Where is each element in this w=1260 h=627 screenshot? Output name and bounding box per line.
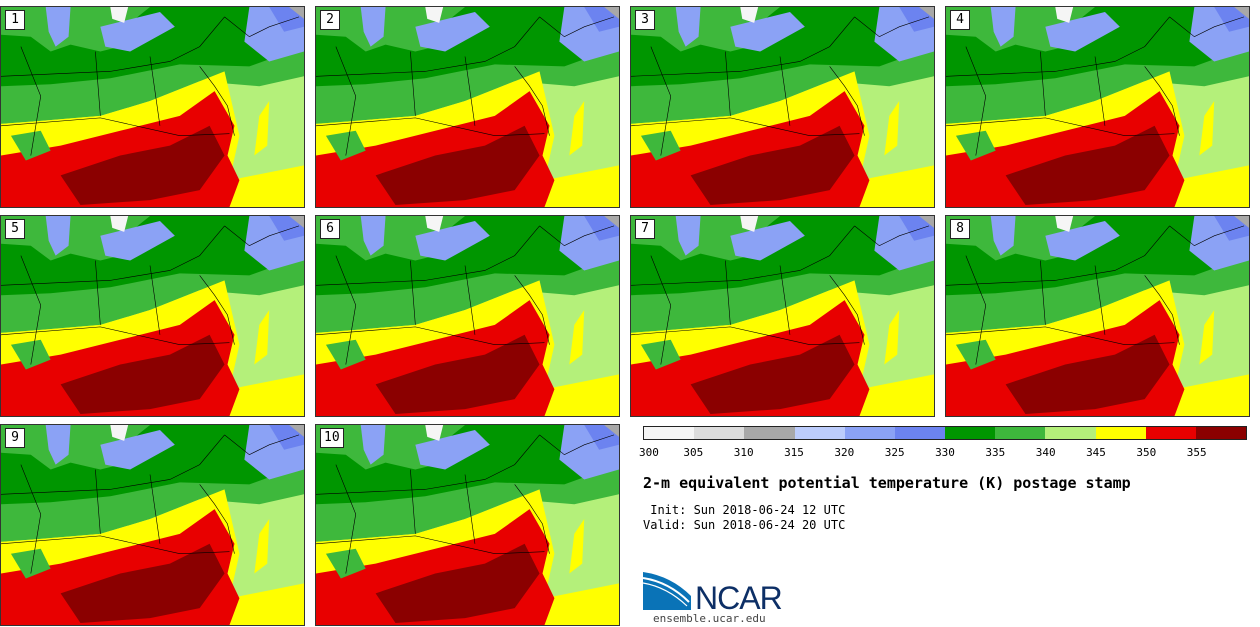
colorbar-tick: 350 xyxy=(1136,446,1157,459)
member-number: 5 xyxy=(5,219,25,239)
map-field xyxy=(1,216,304,416)
colorbar-segment-8 xyxy=(1045,427,1096,439)
colorbar-segment-0 xyxy=(644,427,695,439)
colorbar-tick: 305 xyxy=(683,446,704,459)
member-number: 3 xyxy=(635,10,655,30)
postage-stamp-10: 10 xyxy=(315,424,620,626)
colorbar-segment-10 xyxy=(1145,427,1196,439)
postage-stamp-3: 3 xyxy=(630,6,935,208)
colorbar-tick: 325 xyxy=(884,446,905,459)
member-number: 6 xyxy=(320,219,340,239)
colorbar-tick: 340 xyxy=(1035,446,1056,459)
colorbar-segment-7 xyxy=(995,427,1046,439)
map-field xyxy=(1,425,304,625)
colorbar-tick: 335 xyxy=(985,446,1006,459)
map-field xyxy=(946,7,1249,207)
member-number: 10 xyxy=(320,428,344,448)
postage-stamp-8: 8 xyxy=(945,215,1250,417)
colorbar-tick: 330 xyxy=(935,446,955,459)
init-time: Init: Sun 2018-06-24 12 UTC xyxy=(643,503,846,517)
colorbar-segment-9 xyxy=(1095,427,1146,439)
member-number: 7 xyxy=(635,219,655,239)
colorbar-segment-1 xyxy=(694,427,745,439)
member-number: 8 xyxy=(950,219,970,239)
map-field xyxy=(316,7,619,207)
ensemble-url: ensemble.ucar.edu xyxy=(653,612,766,625)
colorbar-segment-2 xyxy=(744,427,795,439)
colorbar-tick: 345 xyxy=(1086,446,1106,459)
colorbar-segment-11 xyxy=(1195,427,1247,439)
member-number: 4 xyxy=(950,10,970,30)
postage-stamp-6: 6 xyxy=(315,215,620,417)
colorbar-segment-5 xyxy=(894,427,946,439)
colorbar-tick: 320 xyxy=(834,446,855,459)
colorbar-tick: 355 xyxy=(1186,446,1207,459)
map-field xyxy=(316,216,619,416)
map-field xyxy=(1,7,304,207)
ncar-logo-text: NCAR xyxy=(695,580,782,612)
postage-stamp-5: 5 xyxy=(0,215,305,417)
ncar-logo: NCAR xyxy=(643,572,783,612)
valid-time: Valid: Sun 2018-06-24 20 UTC xyxy=(643,518,846,532)
map-field xyxy=(316,425,619,625)
map-field xyxy=(631,216,934,416)
postage-stamp-4: 4 xyxy=(945,6,1250,208)
colorbar-tick: 315 xyxy=(784,446,804,459)
figure-title: 2-m equivalent potential temperature (K)… xyxy=(643,474,1131,492)
colorbar xyxy=(643,426,1247,440)
member-number: 9 xyxy=(5,428,25,448)
colorbar-tick: 300 xyxy=(639,446,659,459)
postage-stamp-9: 9 xyxy=(0,424,305,626)
member-number: 2 xyxy=(320,10,340,30)
member-number: 1 xyxy=(5,10,25,30)
colorbar-ticks: 300 305 310 315 320 325 330 335 340 345 350 355 xyxy=(639,446,1247,460)
colorbar-segment-6 xyxy=(945,427,996,439)
postage-stamp-7: 7 xyxy=(630,215,935,417)
colorbar-tick: 310 xyxy=(733,446,754,459)
colorbar-segment-4 xyxy=(844,427,895,439)
map-field xyxy=(946,216,1249,416)
colorbar-segment-3 xyxy=(794,427,845,439)
postage-stamp-1: 1 xyxy=(0,6,305,208)
postage-stamp-2: 2 xyxy=(315,6,620,208)
map-field xyxy=(631,7,934,207)
